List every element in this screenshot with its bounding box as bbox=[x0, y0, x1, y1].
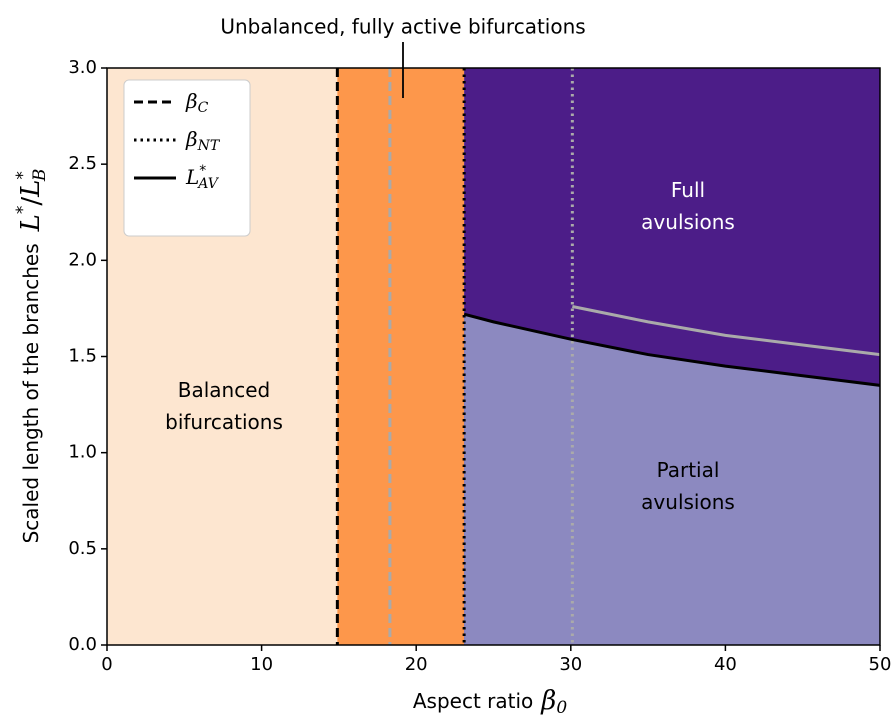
text-part: L bbox=[16, 214, 46, 232]
text-part: β bbox=[185, 127, 198, 151]
text-part: * bbox=[13, 206, 33, 215]
curve bbox=[463, 312, 881, 387]
text-part: * bbox=[199, 163, 206, 179]
y-tick-label: 2.5 bbox=[68, 153, 97, 174]
text-part: bifurcations bbox=[165, 410, 283, 434]
text-part: avulsions bbox=[641, 210, 735, 234]
text-part: / bbox=[17, 197, 47, 206]
y-tick-label: 3.0 bbox=[68, 57, 97, 78]
text-part: L bbox=[185, 165, 199, 189]
x-tick-label: 40 bbox=[714, 654, 737, 675]
curve bbox=[572, 305, 881, 357]
x-tick-label: 10 bbox=[250, 654, 273, 675]
legend-label: βC bbox=[185, 89, 209, 117]
text-part: Scaled length of the branches bbox=[19, 243, 43, 543]
region bbox=[337, 68, 465, 645]
text-part: 0 bbox=[556, 698, 567, 718]
legend-label: βNT bbox=[185, 127, 221, 155]
text-part: NT bbox=[197, 138, 221, 154]
y-tick-label: 1.0 bbox=[68, 442, 97, 463]
x-tick-label: 30 bbox=[559, 654, 582, 675]
y-tick-label: 1.5 bbox=[68, 346, 97, 367]
region-label: Balanced bifurcations bbox=[165, 378, 283, 434]
text-part: Balanced bbox=[178, 378, 270, 402]
text-part: avulsions bbox=[641, 490, 735, 514]
text-part: β bbox=[540, 686, 556, 716]
text-part: Partial bbox=[657, 458, 720, 482]
y-axis-label: Scaled length of the branchesL*/L*B bbox=[13, 169, 50, 544]
text-part: B bbox=[30, 169, 50, 183]
legend-box bbox=[123, 79, 251, 237]
region-label: Full avulsions bbox=[641, 178, 735, 234]
text-part: * bbox=[13, 171, 33, 180]
x-tick-label: 50 bbox=[869, 654, 892, 675]
text-part: Aspect ratio bbox=[413, 689, 533, 713]
region-below bbox=[464, 314, 880, 645]
legend-label: L* AV bbox=[185, 163, 220, 192]
x-tick-label: 20 bbox=[405, 654, 428, 675]
annotation: Unbalanced, fully active bifurcations bbox=[220, 15, 585, 39]
y-tick-label: 2.0 bbox=[68, 249, 97, 270]
text-part: Full bbox=[671, 178, 705, 202]
y-tick-label: 0.0 bbox=[68, 634, 97, 655]
text-part: L bbox=[16, 180, 46, 198]
x-axis-label: Aspect ratio β0 bbox=[413, 686, 567, 718]
text-part: C bbox=[198, 100, 209, 116]
region-label: Partial avulsions bbox=[641, 458, 735, 514]
x-tick-label: 0 bbox=[101, 654, 112, 675]
text-part: β bbox=[185, 89, 198, 113]
y-tick-label: 0.5 bbox=[68, 538, 97, 559]
text-part: AV bbox=[196, 176, 219, 192]
